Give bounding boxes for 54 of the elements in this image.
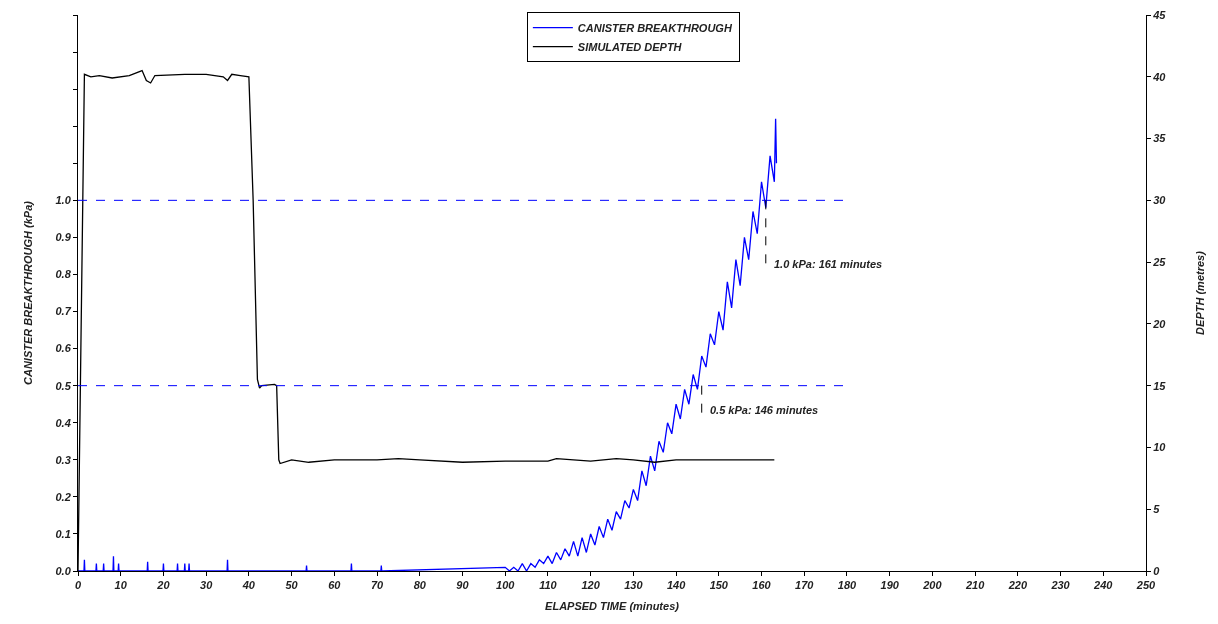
- y2-tick-label: 25: [1152, 255, 1167, 268]
- x-tick-label: 160: [752, 579, 772, 592]
- x-tick-label: 80: [413, 579, 427, 592]
- x-tick-label: 200: [922, 579, 943, 592]
- x-tick-label: 210: [964, 579, 986, 592]
- y2-tick-label: 20: [1152, 317, 1167, 330]
- annotation: 0.5 kPa: 146 minutes: [710, 404, 819, 416]
- y-tick-label: 0.4: [55, 416, 71, 429]
- y2-tick-label: 5: [1153, 503, 1161, 516]
- y2-tick-label: 0: [1153, 564, 1161, 577]
- y2-tick-label: 10: [1153, 441, 1167, 454]
- y-tick-label: 1.0: [55, 194, 72, 207]
- y-axis-title: CANISTER BREAKTHROUGH (kPa): [22, 200, 35, 385]
- x-tick-label: 110: [539, 579, 558, 592]
- y2-tick-label: 40: [1152, 70, 1167, 83]
- y2-axis-title: DEPTH (metres): [1193, 250, 1206, 335]
- x-tick-label: 170: [795, 579, 815, 592]
- x-tick-label: 230: [1050, 579, 1071, 592]
- y-tick-label: 0.1: [55, 527, 71, 540]
- x-tick-label: 220: [1007, 579, 1028, 592]
- y2-tick-label: 35: [1153, 132, 1167, 145]
- y2-tick-label: 15: [1153, 379, 1167, 392]
- y-tick-label: 0.7: [55, 305, 72, 318]
- x-tick-label: 30: [200, 579, 214, 592]
- x-tick-label: 100: [496, 579, 516, 592]
- x-tick-label: 20: [156, 579, 171, 592]
- y2-tick-label: 45: [1152, 8, 1167, 21]
- x-tick-label: 150: [709, 579, 729, 592]
- y-tick-label: 0.9: [55, 231, 72, 244]
- y-tick-label: 0.2: [55, 490, 71, 503]
- y-tick-label: 0.8: [55, 268, 72, 281]
- x-tick-label: 190: [880, 579, 900, 592]
- y2-tick-label: 30: [1153, 194, 1167, 207]
- x-tick-label: 250: [1135, 579, 1157, 592]
- x-tick-label: 130: [624, 579, 644, 592]
- x-tick-label: 70: [370, 579, 385, 592]
- x-tick-label: 90: [456, 579, 470, 592]
- y-tick-label: 0.5: [55, 379, 72, 392]
- x-tick-label: 40: [241, 579, 256, 592]
- x-tick-label: 120: [581, 579, 601, 592]
- y-tick-label: 0.0: [55, 564, 72, 577]
- x-tick-label: 240: [1093, 579, 1114, 592]
- x-tick-label: 180: [837, 579, 858, 592]
- x-tick-label: 0: [74, 579, 82, 592]
- legend-label: CANISTER BREAKTHROUGH: [577, 22, 733, 35]
- x-tick-label: 50: [285, 579, 299, 592]
- y-tick-label: 0.6: [55, 342, 72, 355]
- x-tick-label: 60: [328, 579, 342, 592]
- legend-label: SIMULATED DEPTH: [577, 41, 683, 54]
- y-tick-label: 0.3: [55, 453, 71, 466]
- annotation: 1.0 kPa: 161 minutes: [774, 258, 883, 270]
- x-tick-label: 10: [114, 579, 128, 592]
- x-tick-label: 140: [666, 579, 687, 592]
- x-axis-title: ELAPSED TIME (minutes): [545, 600, 680, 613]
